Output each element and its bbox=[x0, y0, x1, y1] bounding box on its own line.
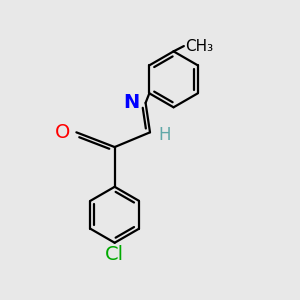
Text: Cl: Cl bbox=[105, 245, 124, 264]
Text: N: N bbox=[123, 93, 139, 112]
Text: CH₃: CH₃ bbox=[185, 39, 214, 54]
Text: H: H bbox=[158, 126, 171, 144]
Text: O: O bbox=[55, 123, 70, 142]
